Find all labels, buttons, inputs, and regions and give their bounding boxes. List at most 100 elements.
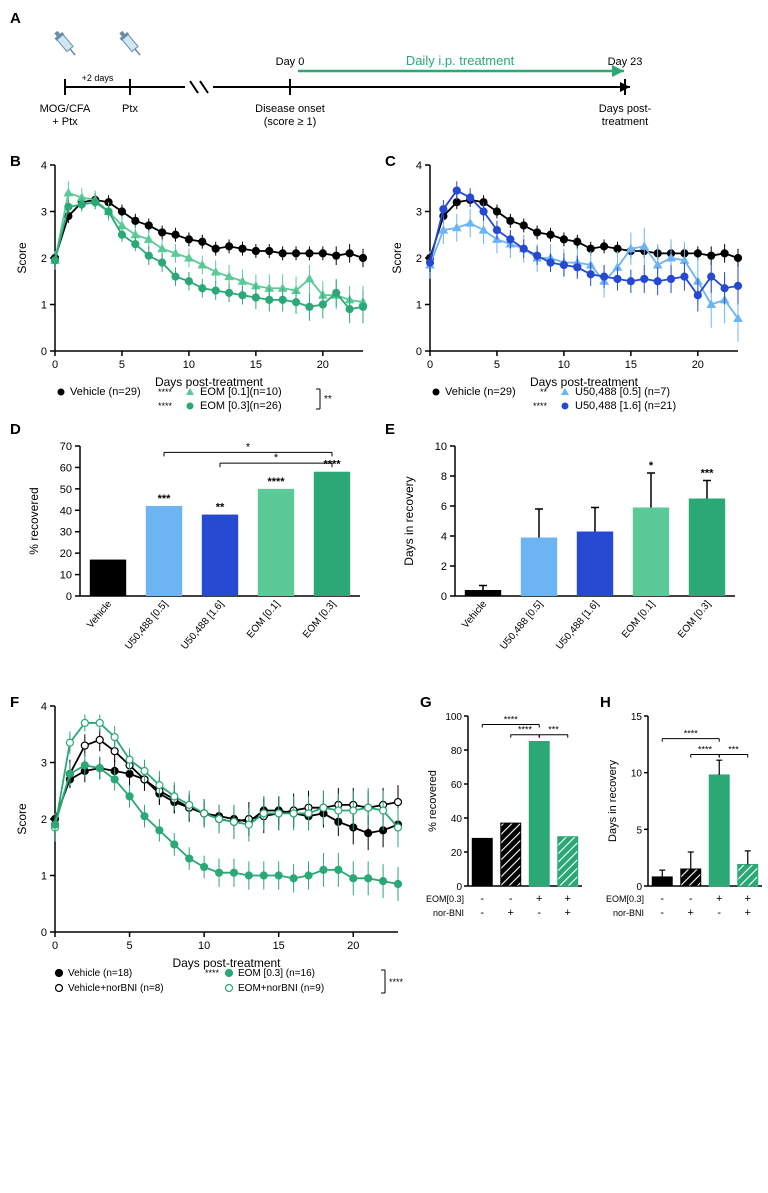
svg-text:2: 2	[41, 814, 47, 826]
svg-text:****: ****	[698, 745, 713, 755]
svg-text:0: 0	[52, 940, 58, 952]
panel-b-chart: 0510152001234Days post-treatmentScoreVeh…	[10, 153, 375, 413]
svg-text:Day 23: Day 23	[608, 56, 643, 68]
panel-f: F 0510152001234Days post-treatmentScoreV…	[10, 694, 410, 994]
panel-b-label: B	[10, 153, 21, 170]
svg-text:0: 0	[441, 591, 447, 603]
svg-text:80: 80	[451, 746, 463, 757]
svg-text:50: 50	[60, 484, 72, 496]
svg-text:nor-BNI: nor-BNI	[433, 908, 464, 918]
svg-text:U50,488 [1.6]: U50,488 [1.6]	[554, 599, 601, 652]
svg-text:+2 days: +2 days	[82, 73, 114, 83]
svg-text:+: +	[688, 907, 694, 919]
svg-text:***: ***	[728, 745, 739, 755]
svg-text:***: ***	[548, 725, 559, 735]
svg-text:15: 15	[625, 359, 637, 371]
svg-text:1: 1	[416, 300, 422, 312]
svg-text:Vehicle+norBNI (n=8): Vehicle+norBNI (n=8)	[68, 983, 164, 994]
svg-text:****: ****	[684, 729, 699, 739]
svg-text:4: 4	[41, 701, 47, 713]
svg-text:Days post-treatment: Days post-treatment	[599, 103, 652, 128]
svg-text:40: 40	[451, 814, 463, 825]
svg-text:3: 3	[41, 207, 47, 219]
svg-text:60: 60	[451, 780, 463, 791]
svg-text:EOM[0.3]: EOM[0.3]	[426, 894, 464, 904]
svg-text:****: ****	[158, 401, 173, 411]
svg-text:5: 5	[636, 825, 642, 836]
svg-text:% recovered: % recovered	[27, 487, 41, 554]
svg-text:Vehicle (n=29): Vehicle (n=29)	[70, 386, 141, 398]
panel-h-chart: 051015Days in recovery***********EOM[0.3…	[600, 694, 768, 934]
svg-text:4: 4	[41, 160, 47, 172]
svg-text:Days in recovery: Days in recovery	[607, 760, 619, 842]
panel-f-chart: 0510152001234Days post-treatmentScoreVeh…	[10, 694, 410, 994]
svg-text:10: 10	[60, 570, 72, 582]
svg-text:15: 15	[250, 359, 262, 371]
svg-text:U50,488 [0.5] (n=7): U50,488 [0.5] (n=7)	[575, 386, 670, 398]
svg-text:*: *	[274, 452, 279, 464]
svg-text:0: 0	[41, 346, 47, 358]
svg-text:Ptx: Ptx	[122, 103, 138, 115]
panel-d-chart: 010203040506070% recoveredVehicle***U50,…	[10, 421, 375, 686]
svg-text:EOM [0.1]: EOM [0.1]	[620, 599, 658, 641]
svg-text:+: +	[508, 907, 514, 919]
svg-text:**: **	[216, 502, 225, 514]
svg-text:-: -	[480, 907, 484, 919]
svg-text:****: ****	[518, 725, 533, 735]
svg-text:1: 1	[41, 300, 47, 312]
svg-text:*: *	[649, 460, 654, 472]
svg-text:Vehicle (n=18): Vehicle (n=18)	[68, 968, 132, 979]
panel-a: A Daily i.p. treatmentMOG/CFA+ PtxPtxDis…	[10, 10, 758, 147]
panel-h: H 051015Days in recovery***********EOM[0…	[600, 694, 768, 934]
svg-text:10: 10	[183, 359, 195, 371]
svg-text:5: 5	[119, 359, 125, 371]
svg-text:EOM [0.3] (n=16): EOM [0.3] (n=16)	[238, 968, 315, 979]
svg-text:20: 20	[692, 359, 704, 371]
panel-g-label: G	[420, 694, 432, 711]
svg-text:100: 100	[445, 712, 462, 723]
svg-text:70: 70	[60, 441, 72, 453]
svg-text:5: 5	[127, 940, 133, 952]
panel-c: C 0510152001234Days post-treatmentScoreV…	[385, 153, 750, 413]
svg-text:0: 0	[66, 591, 72, 603]
svg-text:U50,488 [1.6]: U50,488 [1.6]	[179, 599, 226, 652]
svg-text:4: 4	[416, 160, 422, 172]
svg-text:****: ****	[504, 715, 519, 725]
svg-text:EOM [0.3](n=26): EOM [0.3](n=26)	[200, 400, 282, 412]
svg-text:10: 10	[435, 441, 447, 453]
panel-h-label: H	[600, 694, 611, 711]
svg-text:***: ***	[158, 493, 172, 505]
svg-text:Disease onset(score ≥ 1): Disease onset(score ≥ 1)	[255, 103, 325, 128]
svg-text:EOM [0.3]: EOM [0.3]	[676, 599, 714, 641]
svg-text:2: 2	[41, 253, 47, 265]
svg-text:U50,488 [1.6] (n=21): U50,488 [1.6] (n=21)	[575, 400, 676, 412]
svg-text:EOM[0.3]: EOM[0.3]	[606, 894, 644, 904]
svg-text:EOM [0.1]: EOM [0.1]	[245, 599, 283, 641]
svg-text:Vehicle (n=29): Vehicle (n=29)	[445, 386, 516, 398]
panel-e-label: E	[385, 421, 395, 438]
svg-text:60: 60	[60, 462, 72, 474]
svg-text:***: ***	[701, 468, 715, 480]
svg-text:Score: Score	[15, 242, 29, 274]
svg-text:20: 20	[451, 848, 463, 859]
svg-text:2: 2	[416, 253, 422, 265]
svg-text:3: 3	[41, 758, 47, 770]
svg-text:-: -	[660, 907, 664, 919]
svg-text:-: -	[537, 907, 541, 919]
svg-text:Days in recovery: Days in recovery	[402, 476, 416, 565]
svg-text:-: -	[509, 893, 513, 905]
svg-text:6: 6	[441, 501, 447, 513]
svg-text:****: ****	[389, 977, 404, 987]
svg-text:Day 0: Day 0	[276, 56, 305, 68]
svg-text:-: -	[717, 907, 721, 919]
svg-text:Vehicle: Vehicle	[85, 599, 114, 631]
svg-text:****: ****	[533, 401, 548, 411]
svg-text:nor-BNI: nor-BNI	[613, 908, 644, 918]
timeline-diagram: Daily i.p. treatmentMOG/CFA+ PtxPtxDisea…	[10, 27, 730, 147]
panel-d: D 010203040506070% recoveredVehicle***U5…	[10, 421, 375, 686]
panel-e: E 0246810Days in recoveryVehicleU50,488 …	[385, 421, 750, 686]
svg-text:EOM+norBNI (n=9): EOM+norBNI (n=9)	[238, 983, 324, 994]
svg-text:40: 40	[60, 505, 72, 517]
svg-text:10: 10	[198, 940, 210, 952]
panel-c-label: C	[385, 153, 396, 170]
